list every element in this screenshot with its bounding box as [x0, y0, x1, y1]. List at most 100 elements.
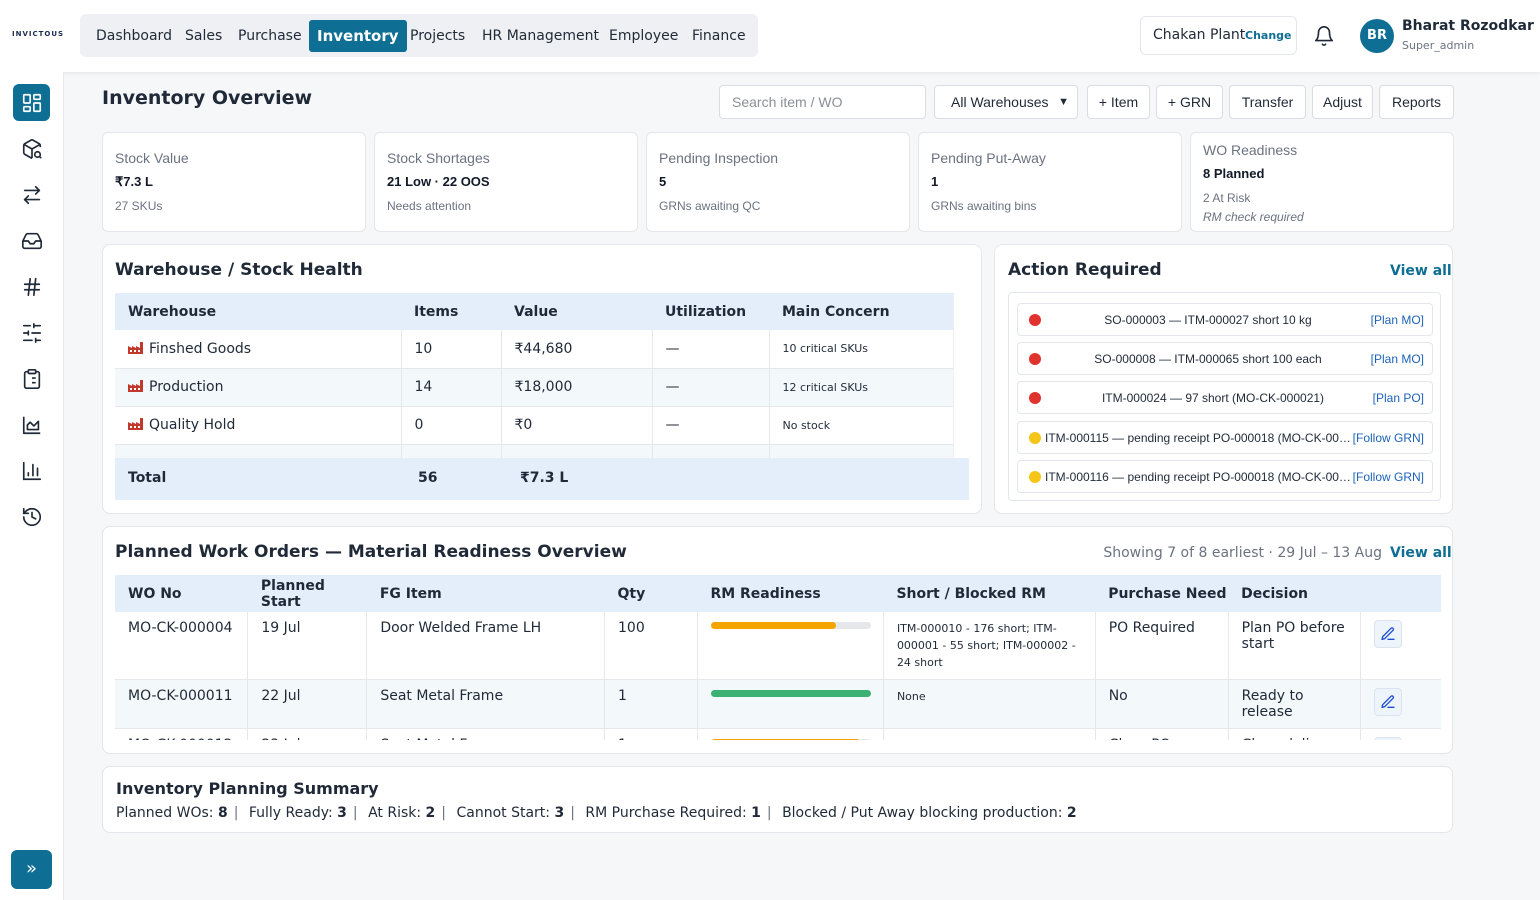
- summary-value: 2: [425, 805, 436, 821]
- table-row[interactable]: MO-CK-000004 19 Jul Door Welded Frame LH…: [115, 612, 1441, 680]
- chart-area-icon[interactable]: [13, 406, 50, 443]
- inbox-icon[interactable]: [13, 222, 50, 259]
- package-search-icon[interactable]: [13, 130, 50, 167]
- search-input[interactable]: [719, 85, 926, 119]
- table-row[interactable]: Finshed Goods 10 ₹44,680 — 10 critical S…: [115, 330, 953, 369]
- rm-readiness-bar: [710, 739, 871, 740]
- nav-sales[interactable]: Sales: [185, 28, 223, 44]
- value-cell: ₹44,680: [501, 330, 653, 369]
- transfer-icon[interactable]: [13, 176, 50, 213]
- reports-button[interactable]: Reports: [1379, 85, 1454, 119]
- items-cell: 10: [401, 330, 502, 369]
- avatar[interactable]: BR: [1360, 19, 1394, 53]
- nav-inventory[interactable]: Inventory: [309, 20, 407, 52]
- clipboard-list-icon[interactable]: [13, 360, 50, 397]
- add-grn-button[interactable]: + GRN: [1156, 85, 1223, 119]
- action-item[interactable]: ITM-000115 — pending receipt PO-000018 (…: [1017, 421, 1433, 454]
- warehouse-table-scroll[interactable]: Warehouse Items Value Utilization Main C…: [115, 293, 953, 458]
- adjust-button[interactable]: Adjust: [1312, 85, 1373, 119]
- action-text: SO-000008 — ITM-000065 short 100 each: [1094, 352, 1322, 366]
- action-item[interactable]: ITM-000116 — pending receipt PO-000018 (…: [1017, 460, 1433, 493]
- table-row[interactable]: MO-CK-000011 22 Jul Seat Metal Frame 1 N…: [115, 679, 1441, 729]
- planned-start: 23 Jul: [247, 728, 368, 740]
- action-view-all-link[interactable]: View all: [1390, 263, 1452, 279]
- plant-selector: Chakan Plant Change: [1140, 16, 1297, 55]
- kpi-value: ₹7.3 L: [115, 174, 153, 189]
- factory-icon: [128, 418, 144, 430]
- kpi-pending-put-away[interactable]: Pending Put-Away 1 GRNs awaiting bins: [918, 132, 1182, 232]
- expand-sidebar-button[interactable]: »: [11, 850, 52, 889]
- brand-logo[interactable]: INVICTOUS: [12, 30, 65, 38]
- nav-dashboard[interactable]: Dashboard: [96, 28, 172, 44]
- short-blocked-rm: None: [883, 679, 1096, 729]
- wo-number[interactable]: MO-CK-000004: [115, 612, 249, 680]
- nav-employee[interactable]: Employee: [609, 28, 679, 44]
- warehouse-name: Finshed Goods: [149, 340, 252, 357]
- edit-icon[interactable]: [1373, 620, 1402, 648]
- fg-item: Seat Metal Frame: [366, 679, 606, 729]
- warehouse-name: Quality Hold: [149, 417, 236, 433]
- nav-hr-management[interactable]: HR Management: [482, 28, 599, 44]
- sliders-icon[interactable]: [13, 314, 50, 351]
- plan-mo-link[interactable]: [Plan MO]: [1370, 352, 1424, 366]
- edit-icon[interactable]: [1373, 737, 1402, 740]
- kpi-label: Pending Inspection: [659, 150, 779, 166]
- plan-po-link[interactable]: [Plan PO]: [1372, 391, 1424, 405]
- scrollbar[interactable]: [953, 293, 969, 458]
- decision: Ready to release: [1228, 679, 1361, 729]
- bell-icon[interactable]: [1313, 24, 1335, 48]
- nav-purchase[interactable]: Purchase: [238, 28, 302, 44]
- summary-value: 8: [217, 805, 228, 821]
- nav-projects[interactable]: Projects: [410, 28, 466, 44]
- warehouse-select-value: All Warehouses: [951, 94, 1049, 110]
- summary-title: Inventory Planning Summary: [116, 779, 379, 798]
- column-header: WO No: [115, 575, 248, 612]
- wo-number[interactable]: MO-CK-000012: [115, 728, 249, 740]
- fg-item: Seat Metal Frame: [366, 728, 606, 740]
- table-row[interactable]: Quality Hold 0 ₹0 — No stock: [115, 406, 953, 445]
- follow-grn-link[interactable]: [Follow GRN]: [1352, 431, 1424, 445]
- column-header: Utilization: [652, 293, 769, 330]
- work-orders-table-scroll[interactable]: WO No Planned Start FG Item Qty RM Readi…: [115, 575, 1441, 740]
- kpi-sub: Needs attention: [387, 199, 472, 213]
- short-blocked-rm: ITM-000015 - 1 short: [883, 728, 1096, 740]
- action-item[interactable]: SO-000008 — ITM-000065 short 100 each [P…: [1017, 342, 1433, 375]
- column-header: Warehouse: [115, 293, 401, 330]
- edit-icon[interactable]: [1373, 688, 1402, 716]
- follow-grn-link[interactable]: [Follow GRN]: [1352, 470, 1424, 484]
- wo-number[interactable]: MO-CK-000011: [115, 679, 249, 729]
- planning-summary: Inventory Planning Summary Planned WOs: …: [102, 766, 1453, 833]
- column-header: Planned Start: [247, 575, 367, 612]
- bar-chart-icon[interactable]: [13, 452, 50, 489]
- warehouse-select[interactable]: All Warehouses ▼: [934, 85, 1078, 119]
- kpi-label: Stock Value: [115, 150, 189, 166]
- hash-icon[interactable]: [13, 268, 50, 305]
- add-item-button[interactable]: + Item: [1087, 85, 1150, 119]
- kpi-value: 1: [931, 174, 939, 189]
- red-status-dot-icon: [1029, 392, 1041, 404]
- plan-mo-link[interactable]: [Plan MO]: [1370, 313, 1424, 327]
- items-cell: 0: [401, 406, 502, 445]
- total-row: Total 56 ₹7.3 L: [115, 458, 969, 500]
- column-header: Short / Blocked RM: [883, 575, 1096, 612]
- table-header-row: Warehouse Items Value Utilization Main C…: [115, 293, 953, 330]
- table-row[interactable]: [115, 444, 953, 458]
- transfer-button[interactable]: Transfer: [1229, 85, 1306, 119]
- work-orders-view-all-link[interactable]: View all: [1390, 545, 1452, 561]
- action-item[interactable]: ITM-000024 — 97 short (MO-CK-000021) [Pl…: [1017, 381, 1433, 414]
- fg-item: Door Welded Frame LH: [366, 612, 606, 680]
- dashboard-icon[interactable]: [13, 84, 50, 121]
- table-row[interactable]: Production 14 ₹18,000 — 12 critical SKUs: [115, 368, 953, 407]
- history-icon[interactable]: [13, 498, 50, 535]
- kpi-wo-readiness[interactable]: WO Readiness 8 Planned 2 At Risk RM chec…: [1190, 132, 1454, 232]
- kpi-stock-value[interactable]: Stock Value ₹7.3 L 27 SKUs: [102, 132, 366, 232]
- summary-value: 3: [337, 805, 347, 821]
- action-item[interactable]: SO-000003 — ITM-000027 short 10 kg [Plan…: [1017, 303, 1433, 336]
- warehouse-table: Warehouse Items Value Utilization Main C…: [115, 293, 953, 458]
- kpi-stock-shortages[interactable]: Stock Shortages 21 Low · 22 OOS Needs at…: [374, 132, 638, 232]
- table-row[interactable]: MO-CK-000012 23 Jul Seat Metal Frame 1 I…: [115, 728, 1441, 740]
- kpi-pending-inspection[interactable]: Pending Inspection 5 GRNs awaiting QC: [646, 132, 910, 232]
- kpi-value: 5: [659, 174, 667, 189]
- change-plant-link[interactable]: Change: [1245, 29, 1292, 42]
- nav-finance[interactable]: Finance: [692, 28, 746, 44]
